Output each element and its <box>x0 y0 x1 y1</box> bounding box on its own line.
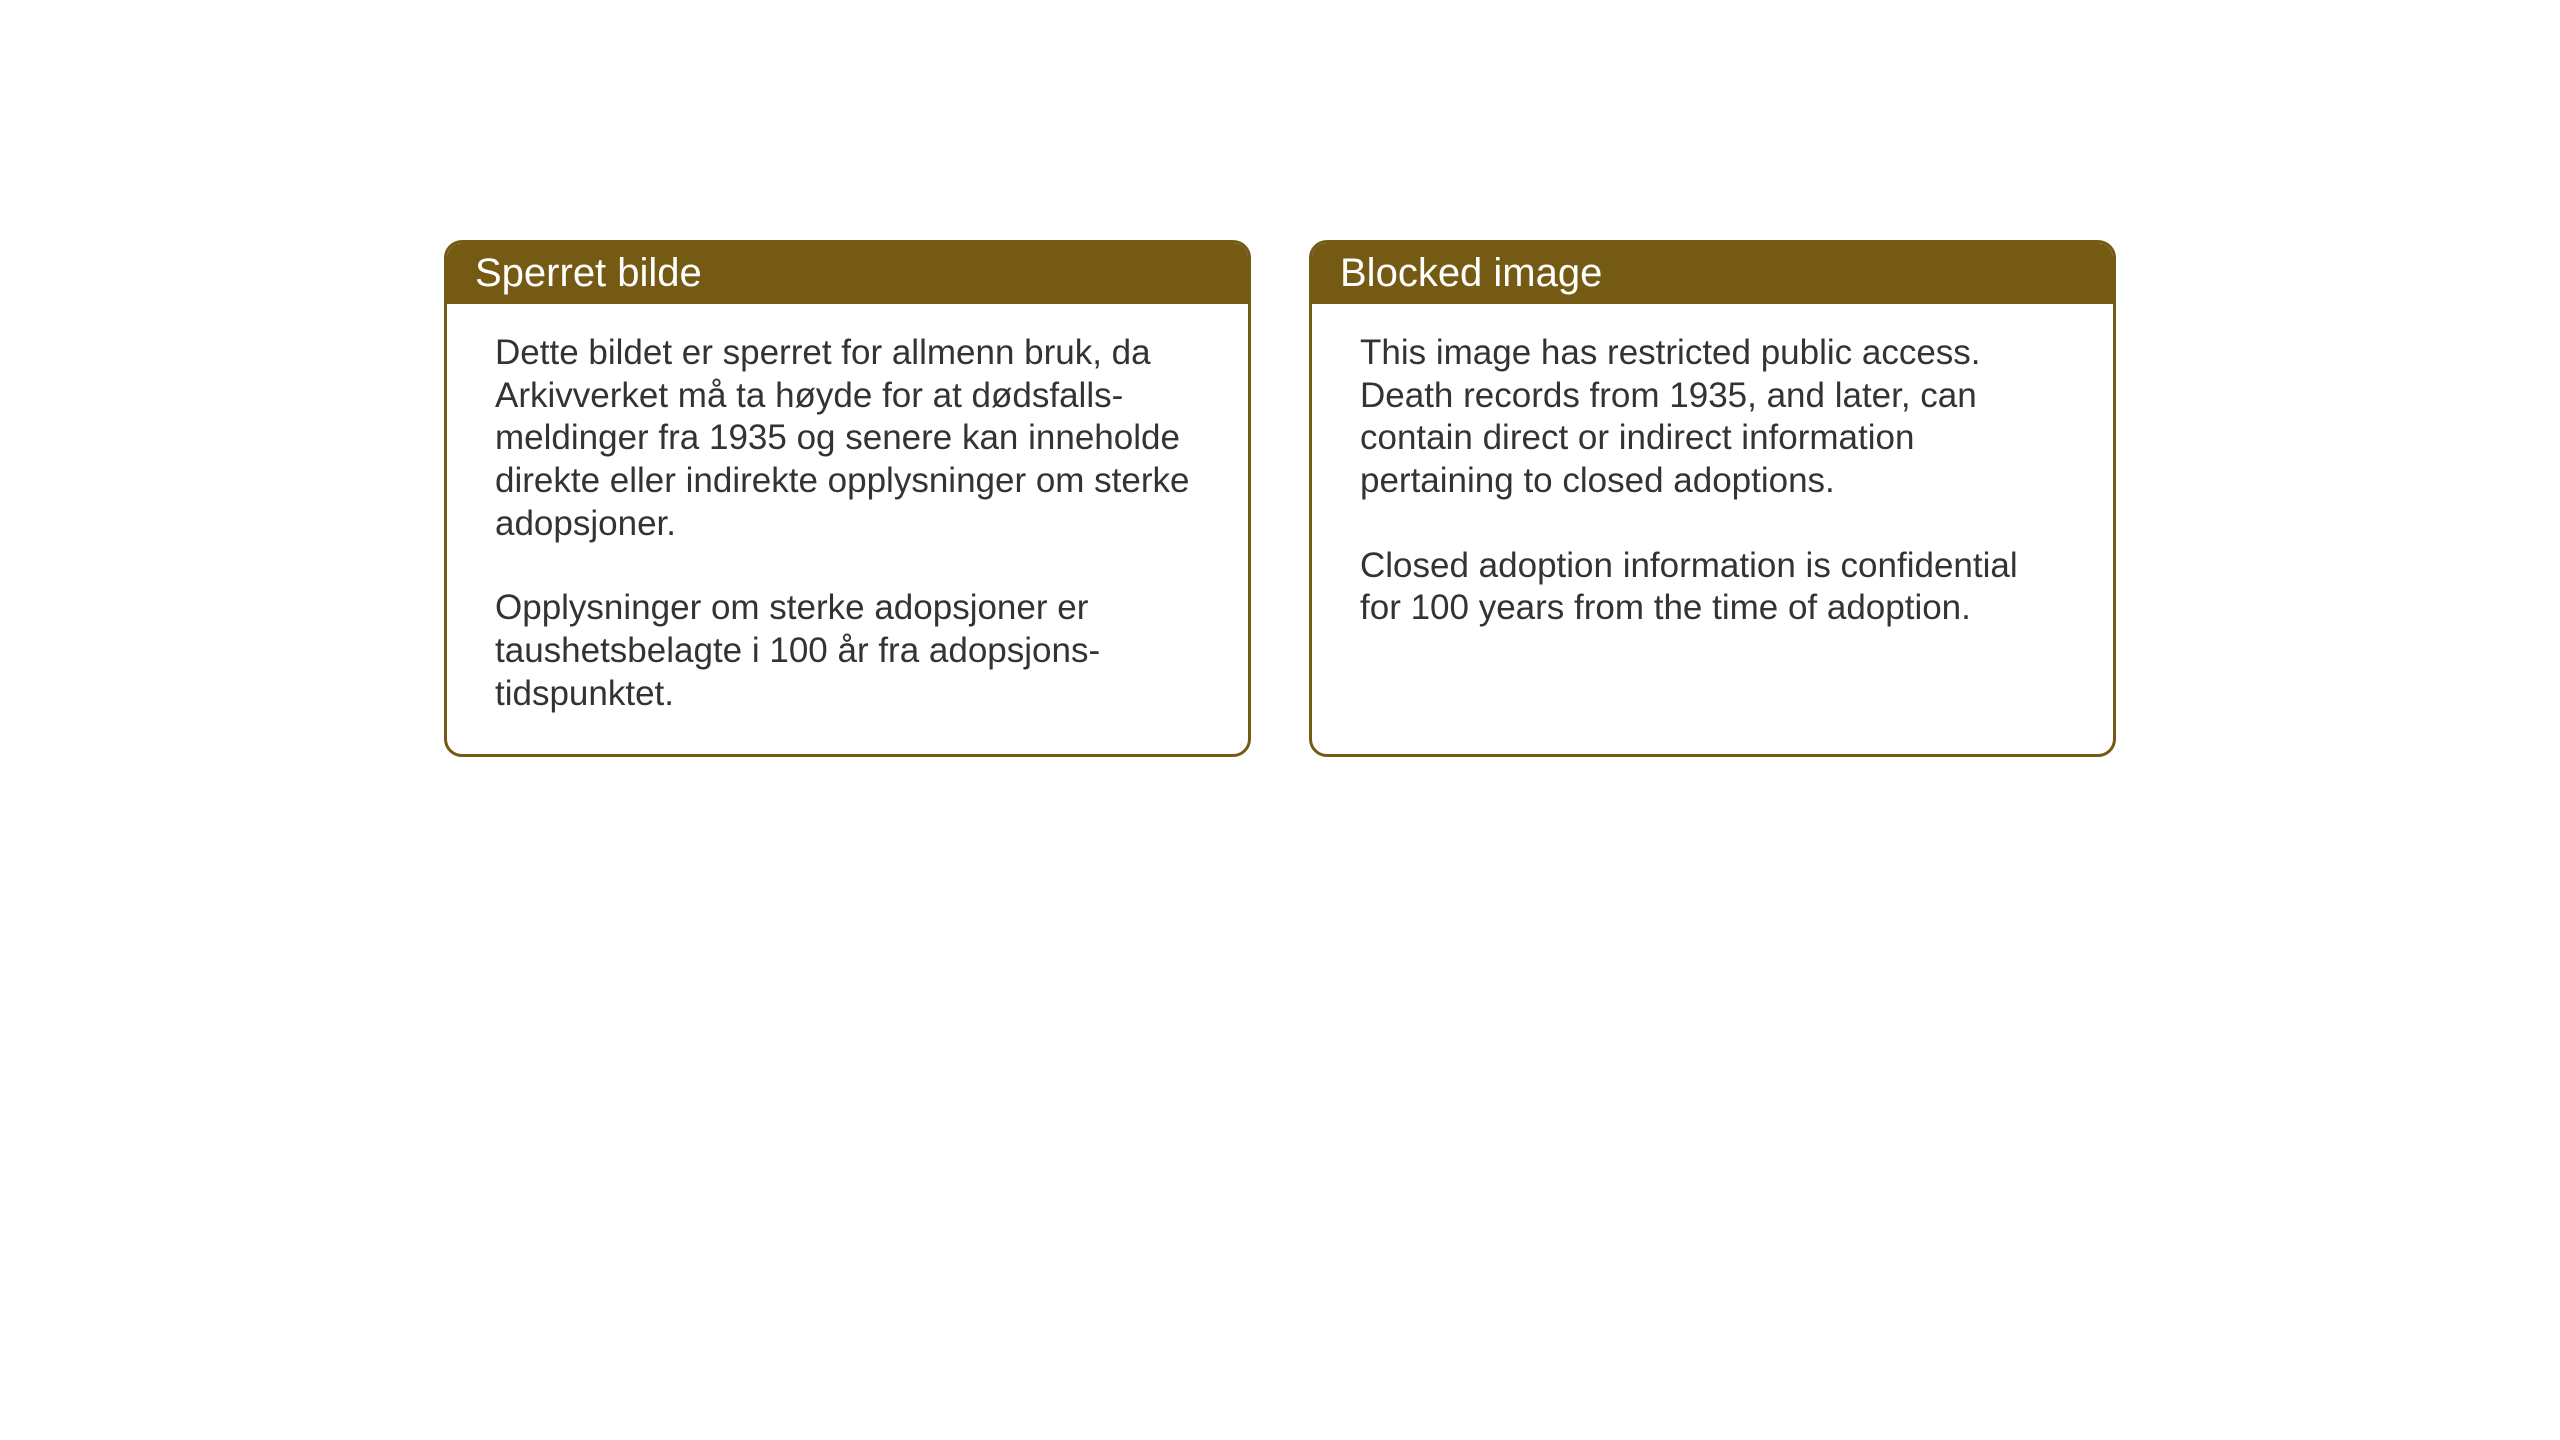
notice-paragraph-2-norwegian: Opplysninger om sterke adopsjoner er tau… <box>495 587 1200 715</box>
notice-header-norwegian: Sperret bilde <box>447 243 1248 304</box>
notice-title-english: Blocked image <box>1340 251 1602 295</box>
notice-body-english: This image has restricted public access.… <box>1312 304 2113 668</box>
notice-box-english: Blocked image This image has restricted … <box>1309 240 2116 757</box>
notice-paragraph-1-norwegian: Dette bildet er sperret for allmenn bruk… <box>495 332 1200 545</box>
notice-title-norwegian: Sperret bilde <box>475 251 702 295</box>
notice-box-norwegian: Sperret bilde Dette bildet er sperret fo… <box>444 240 1251 757</box>
notice-body-norwegian: Dette bildet er sperret for allmenn bruk… <box>447 304 1248 754</box>
notice-header-english: Blocked image <box>1312 243 2113 304</box>
notice-paragraph-2-english: Closed adoption information is confident… <box>1360 545 2065 630</box>
notice-container: Sperret bilde Dette bildet er sperret fo… <box>444 240 2116 757</box>
notice-paragraph-1-english: This image has restricted public access.… <box>1360 332 2065 503</box>
